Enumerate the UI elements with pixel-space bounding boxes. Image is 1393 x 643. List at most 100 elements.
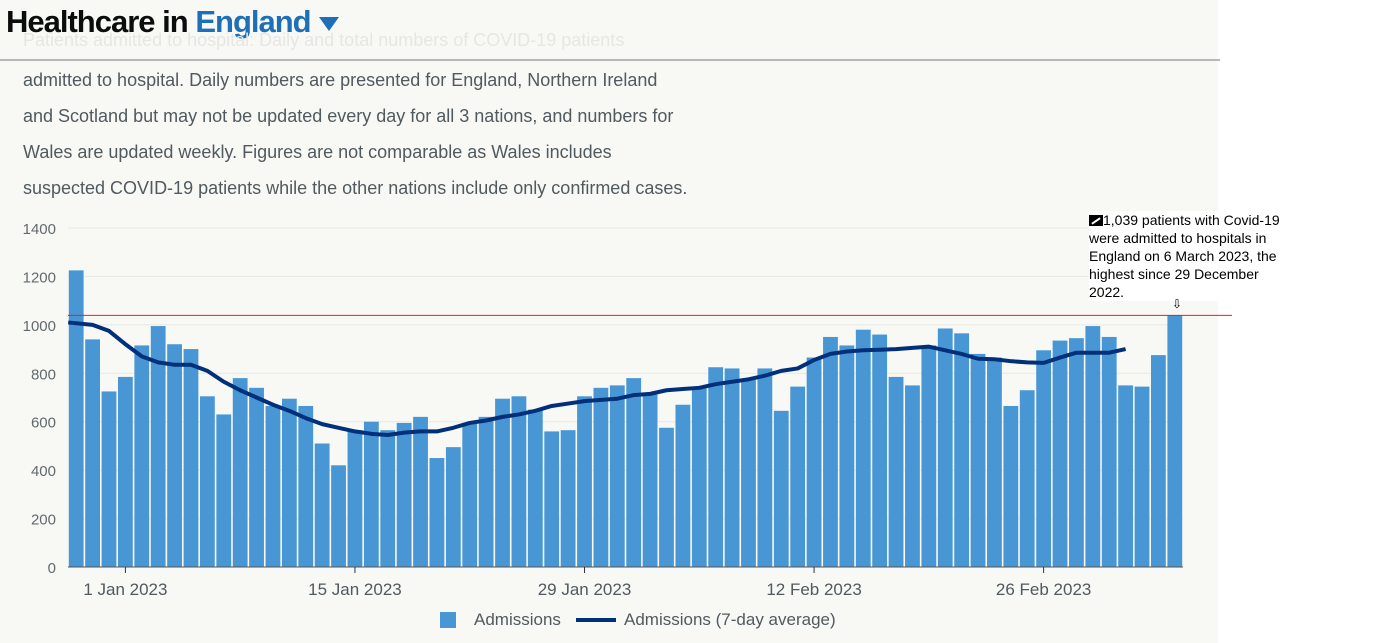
bar [954, 333, 970, 567]
bar [757, 368, 773, 567]
bar [527, 409, 543, 567]
bar [724, 368, 740, 567]
bar [888, 376, 904, 567]
description-line: admitted to hospital. Daily numbers are … [23, 70, 658, 90]
annotation-text: 1,039 patients with Covid-19 were admitt… [1089, 212, 1280, 300]
bar [659, 427, 674, 567]
bar [1167, 315, 1183, 567]
legend-item-admissions[interactable]: Admissions [440, 610, 561, 630]
legend-label: Admissions [474, 610, 561, 629]
bar [363, 421, 379, 567]
bar [314, 443, 330, 567]
caret-down-icon[interactable] [318, 16, 339, 31]
bar [396, 422, 412, 567]
x-tick-label: 26 Feb 2023 [996, 580, 1091, 599]
bar [331, 465, 346, 567]
bar [1101, 336, 1117, 567]
bar [560, 430, 576, 567]
bar [134, 345, 150, 567]
bar [790, 386, 806, 567]
description-line: suspected COVID-19 patients while the ot… [23, 178, 688, 198]
bar [478, 416, 494, 567]
bar [593, 387, 609, 567]
bar [85, 339, 100, 567]
bar [872, 334, 888, 567]
bar [495, 398, 510, 567]
line-swatch [576, 618, 616, 622]
chart-description: admitted to hospital. Daily numbers are … [23, 62, 803, 206]
bar [691, 386, 707, 567]
bar-swatch [440, 612, 456, 628]
bar [445, 447, 461, 567]
legend-item-average[interactable]: Admissions (7-day average) [576, 610, 836, 630]
bar [232, 378, 248, 567]
bar [150, 326, 166, 567]
arrow-down-icon: ⇩ [1172, 297, 1183, 311]
bar [265, 405, 281, 567]
description-line: and Scotland but may not be updated ever… [23, 106, 674, 126]
page-title: Healthcare in England [6, 4, 339, 40]
bar [68, 270, 84, 567]
bar [577, 396, 592, 567]
bar [839, 345, 855, 567]
x-tick-label: 15 Jan 2023 [308, 580, 402, 599]
y-tick-label: 1200 [23, 269, 56, 286]
bar [380, 430, 396, 567]
bar [249, 387, 264, 567]
bar [626, 378, 642, 567]
x-tick-label: 12 Feb 2023 [766, 580, 861, 599]
bar [741, 379, 756, 567]
bar [1118, 385, 1134, 567]
y-tick-label: 400 [31, 463, 56, 480]
bar [823, 336, 838, 567]
bar [1019, 390, 1035, 567]
nation-selector[interactable]: England [195, 4, 339, 39]
y-tick-label: 1000 [23, 318, 56, 335]
y-tick-label: 600 [31, 415, 56, 432]
bar [347, 430, 363, 567]
nation-name[interactable]: England [195, 4, 311, 39]
bar [167, 344, 182, 567]
bar [987, 357, 1002, 567]
average-line [68, 320, 1127, 438]
bar [921, 345, 937, 567]
title-prefix: Healthcare in [6, 4, 189, 39]
bar [806, 357, 822, 567]
annotation: 1,039 patients with Covid-19 were admitt… [1089, 211, 1289, 301]
bar [216, 414, 232, 567]
y-tick-label: 1400 [23, 221, 56, 238]
bar [117, 376, 133, 567]
bar [970, 353, 986, 567]
bar [298, 405, 314, 567]
bar [773, 410, 789, 567]
bar [1134, 386, 1150, 567]
legend-label: Admissions (7-day average) [624, 610, 836, 629]
bar [1052, 340, 1068, 567]
y-tick-label: 800 [31, 366, 56, 383]
bar [1003, 405, 1019, 567]
y-tick-label: 0 [48, 560, 56, 577]
page-header: Healthcare in England Patients admitted … [0, 0, 1220, 61]
bar [1085, 326, 1101, 567]
chart-line-icon [1089, 215, 1103, 226]
bar [101, 391, 117, 567]
bar [642, 392, 658, 567]
x-tick-label: 1 Jan 2023 [83, 580, 167, 599]
bar [544, 431, 560, 567]
bar [609, 385, 625, 567]
bar [511, 396, 527, 567]
bar [281, 398, 297, 567]
description-line: Wales are updated weekly. Figures are no… [23, 142, 612, 162]
bar [855, 329, 871, 567]
bar [708, 367, 724, 567]
bar [429, 458, 445, 567]
bar [1069, 338, 1084, 567]
bar [183, 349, 199, 567]
bar [413, 416, 428, 567]
bar [675, 404, 691, 567]
bar [937, 328, 953, 567]
bar [905, 385, 920, 567]
bar [462, 422, 478, 567]
x-tick-label: 29 Jan 2023 [538, 580, 632, 599]
bar [1151, 355, 1166, 567]
